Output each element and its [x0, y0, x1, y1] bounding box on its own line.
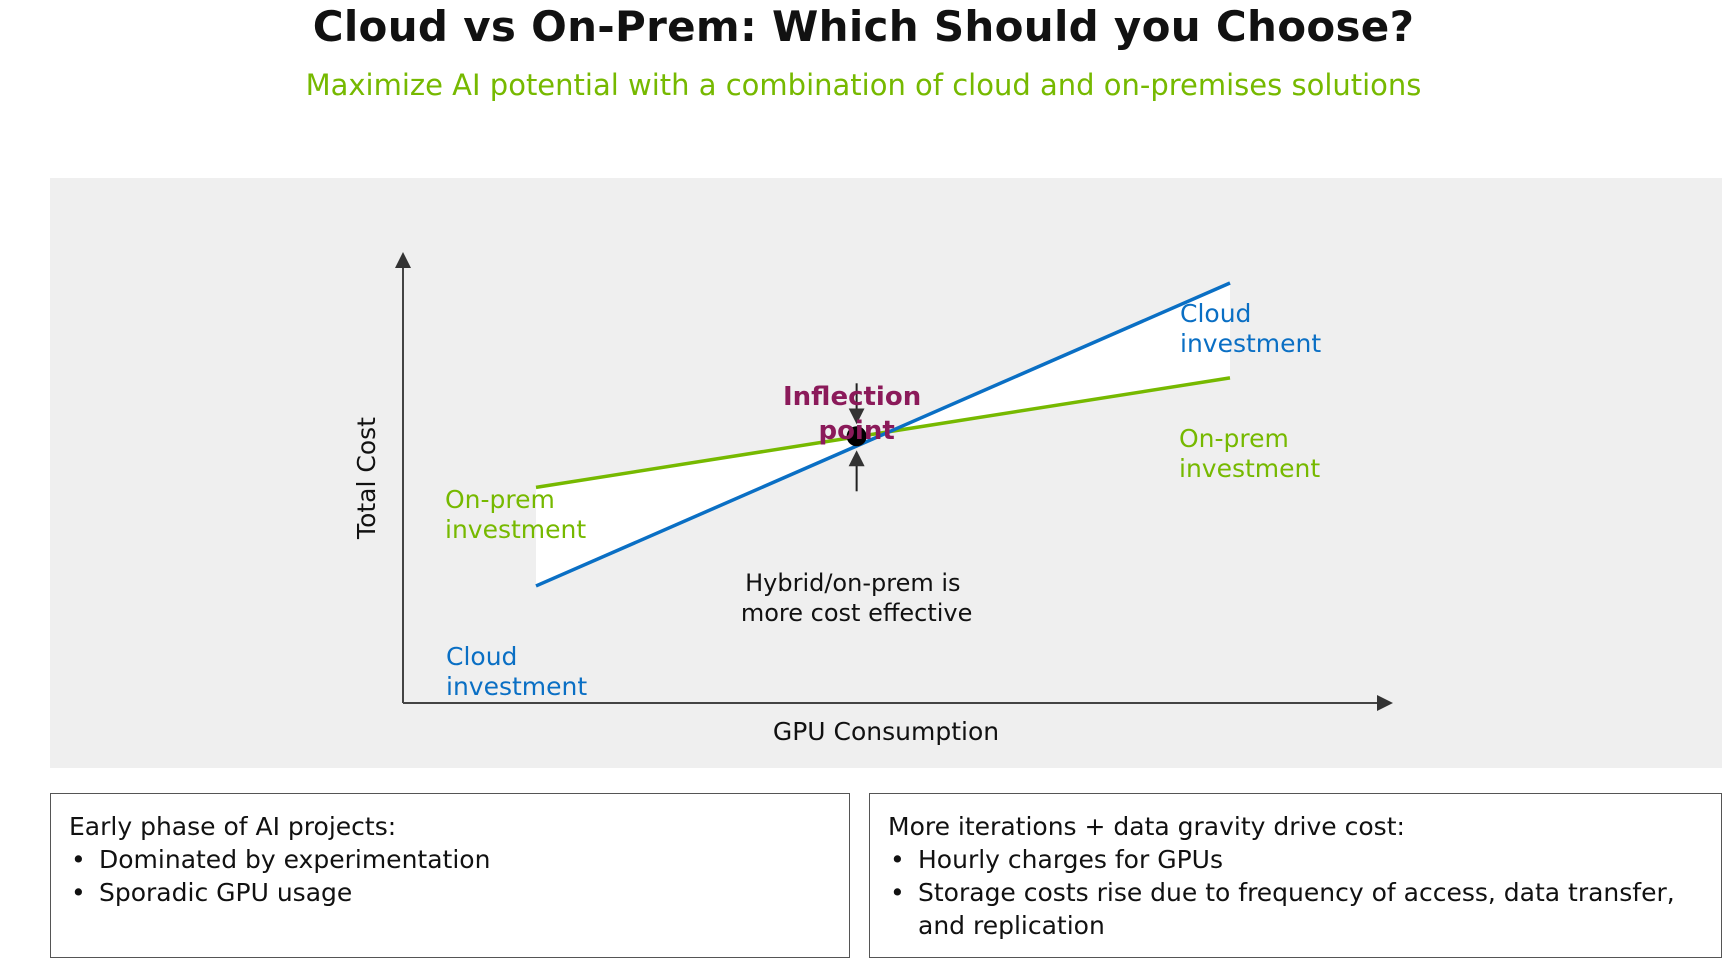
list-item: Sporadic GPU usage: [69, 876, 831, 909]
cloud-start-label: Cloud investment: [446, 642, 587, 701]
cloud-start-label-line2: investment: [446, 672, 587, 701]
y-axis-label: Total Cost: [352, 417, 381, 540]
list-item: Storage costs rise due to frequency of a…: [888, 876, 1703, 942]
inflection-note: Hybrid/on-prem is more cost effective: [741, 569, 973, 627]
inflection-point-marker: [846, 426, 867, 447]
x-axis-label: GPU Consumption: [773, 717, 999, 746]
early-phase-list: Dominated by experimentation Sporadic GP…: [69, 843, 831, 909]
cloud-end-label-line2: investment: [1180, 329, 1321, 358]
onprem-end-label: On-prem investment: [1179, 424, 1320, 483]
onprem-end-label-line2: investment: [1179, 454, 1320, 483]
inflection-note-line1: Hybrid/on-prem is: [745, 569, 960, 597]
cloud-end-label-line1: Cloud: [1180, 299, 1251, 328]
onprem-end-label-line1: On-prem: [1179, 424, 1289, 453]
onprem-start-label-line2: investment: [445, 515, 586, 544]
list-item: Dominated by experimentation: [69, 843, 831, 876]
inflection-label-line1: Inflection: [783, 382, 921, 412]
cost-drivers-title: More iterations + data gravity drive cos…: [888, 812, 1405, 841]
cost-chart: Total Cost GPU Consumption On-prem inves…: [352, 252, 1393, 746]
cost-drivers-list: Hourly charges for GPUs Storage costs ri…: [888, 843, 1703, 942]
cloud-series-line: [535, 281, 1231, 588]
inflection-label-line2: point: [818, 416, 894, 446]
page-title: Cloud vs On-Prem: Which Should you Choos…: [312, 2, 1415, 51]
onprem-start-label: On-prem investment: [445, 485, 586, 544]
onprem-start-label-line1: On-prem: [445, 485, 555, 514]
list-item: Hourly charges for GPUs: [888, 843, 1703, 876]
early-phase-title: Early phase of AI projects:: [69, 812, 397, 841]
chart-panel: Total Cost GPU Consumption On-prem inves…: [50, 178, 1722, 768]
page-subtitle: Maximize AI potential with a combination…: [305, 68, 1422, 102]
inflection-note-line2: more cost effective: [741, 599, 973, 627]
cloud-end-label: Cloud investment: [1180, 299, 1321, 358]
cloud-start-label-line1: Cloud: [446, 642, 517, 671]
early-phase-box: Early phase of AI projects: Dominated by…: [50, 793, 850, 958]
inflection-point-label: Inflection point: [783, 382, 930, 446]
cost-drivers-box: More iterations + data gravity drive cos…: [869, 793, 1722, 958]
